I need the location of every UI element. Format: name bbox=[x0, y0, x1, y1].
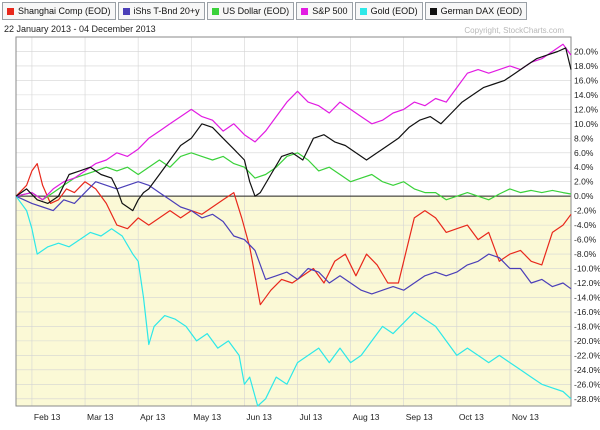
legend-swatch bbox=[359, 7, 367, 15]
y-tick-label: -10.0% bbox=[574, 264, 600, 274]
legend-label: iShs T-Bnd 20+y bbox=[133, 6, 200, 16]
y-tick-label: -24.0% bbox=[574, 365, 600, 375]
y-tick-label: -22.0% bbox=[574, 350, 600, 360]
legend-item[interactable]: Gold (EOD) bbox=[354, 2, 423, 20]
y-axis: 20.0% 18.0% 16.0% 14.0% 12.0% 10.0% 8.0% 6.0% 4.… bbox=[574, 46, 600, 403]
y-tick-label: 14.0% bbox=[574, 90, 599, 100]
y-tick-label: 4.0% bbox=[574, 162, 594, 172]
series-line bbox=[15, 43, 572, 201]
legend-swatch bbox=[301, 7, 309, 15]
x-tick-label: Mar 13 bbox=[87, 412, 114, 422]
y-tick-label: 20.0% bbox=[574, 46, 599, 56]
x-tick-label: Aug 13 bbox=[353, 412, 380, 422]
legend-item[interactable]: Shanghai Comp (EOD) bbox=[2, 2, 116, 20]
y-tick-label: -20.0% bbox=[574, 336, 600, 346]
x-tick-label: Oct 13 bbox=[459, 412, 484, 422]
y-tick-label: 6.0% bbox=[574, 148, 594, 158]
y-tick-label: -28.0% bbox=[574, 394, 600, 404]
y-tick-label: 18.0% bbox=[574, 61, 599, 71]
legend-label: S&P 500 bbox=[312, 6, 348, 16]
y-tick-label: -2.0% bbox=[574, 206, 597, 216]
copyright-notice: Copyright, StockCharts.com bbox=[464, 26, 564, 35]
y-tick-label: -6.0% bbox=[574, 235, 597, 245]
y-tick-label: -18.0% bbox=[574, 321, 600, 331]
y-tick-label: -4.0% bbox=[574, 220, 597, 230]
series-line bbox=[15, 181, 572, 295]
plot-background bbox=[16, 37, 571, 406]
legend-swatch bbox=[122, 7, 130, 15]
legend-item[interactable]: German DAX (EOD) bbox=[424, 2, 528, 20]
legend-label: Shanghai Comp (EOD) bbox=[18, 6, 111, 16]
date-range-label: 22 January 2013 - 04 December 2013 bbox=[4, 24, 156, 34]
series-line bbox=[15, 152, 572, 201]
negative-region bbox=[16, 196, 571, 406]
series-layer bbox=[15, 43, 572, 407]
y-tick-label: 8.0% bbox=[574, 133, 594, 143]
series-line bbox=[15, 195, 572, 407]
series-line bbox=[15, 163, 572, 306]
legend-item[interactable]: US Dollar (EOD) bbox=[206, 2, 295, 20]
x-tick-label: Apr 13 bbox=[140, 412, 165, 422]
legend-label: Gold (EOD) bbox=[370, 6, 418, 16]
legend-swatch bbox=[7, 7, 14, 15]
x-tick-label: Jun 13 bbox=[246, 412, 272, 422]
x-tick-label: May 13 bbox=[193, 412, 221, 422]
y-tick-label: -12.0% bbox=[574, 278, 600, 288]
y-tick-label: -14.0% bbox=[574, 292, 600, 302]
x-axis: Feb 13 Mar 13 Apr 13 May 13 Jun 13 Jul 13 Aug … bbox=[34, 412, 539, 422]
series-line bbox=[15, 47, 572, 212]
plot-border bbox=[15, 36, 572, 407]
y-tick-label: 12.0% bbox=[574, 104, 599, 114]
chart-legend: Shanghai Comp (EOD) iShs T-Bnd 20+y US Dol… bbox=[2, 2, 528, 20]
y-tick-label: 10.0% bbox=[574, 119, 599, 129]
y-tick-label: -26.0% bbox=[574, 379, 600, 389]
legend-item[interactable]: iShs T-Bnd 20+y bbox=[117, 2, 205, 20]
y-tick-label: 16.0% bbox=[574, 75, 599, 85]
legend-item[interactable]: S&P 500 bbox=[296, 2, 353, 20]
positive-region bbox=[16, 37, 571, 197]
legend-swatch bbox=[429, 7, 437, 15]
x-tick-label: Sep 13 bbox=[406, 412, 433, 422]
y-tick-label: 2.0% bbox=[574, 177, 594, 187]
y-tick-label: -16.0% bbox=[574, 307, 600, 317]
y-tick-label: 0.0% bbox=[574, 191, 594, 201]
x-tick-label: Jul 13 bbox=[299, 412, 322, 422]
y-tick-label: -8.0% bbox=[574, 249, 597, 259]
legend-label: German DAX (EOD) bbox=[440, 6, 523, 16]
x-tick-label: Nov 13 bbox=[512, 412, 539, 422]
x-tick-label: Feb 13 bbox=[34, 412, 61, 422]
legend-swatch bbox=[211, 7, 219, 15]
legend-label: US Dollar (EOD) bbox=[222, 6, 290, 16]
